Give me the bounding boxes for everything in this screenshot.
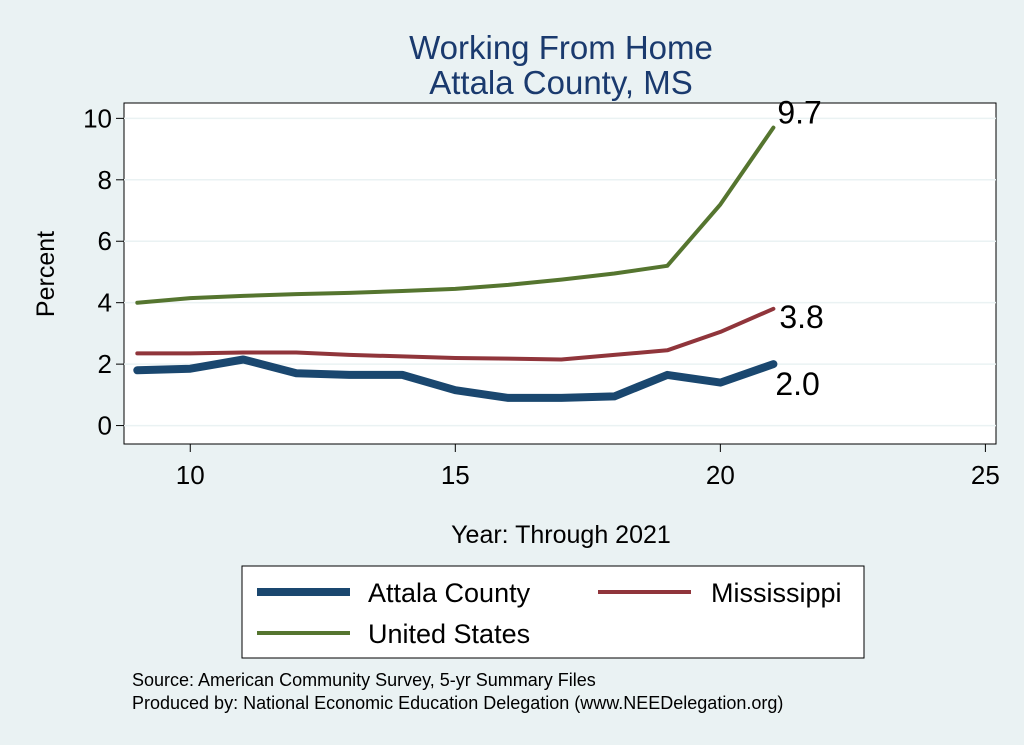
legend-label-attala: Attala County	[368, 578, 531, 608]
axes: 0 2 4 6 8 10 10 15 20 25	[83, 103, 1000, 490]
y-tick-label-10: 10	[83, 103, 112, 133]
y-axis-label: Percent	[32, 231, 60, 317]
end-labels: 2.0 3.8 9.7	[775, 95, 823, 403]
y-tick-label-8: 8	[98, 165, 112, 195]
end-label-attala-county: 2.0	[775, 366, 819, 402]
x-axis-label: Year: Through 2021	[451, 521, 671, 549]
chart-title-line-1: Working From Home	[409, 29, 713, 66]
legend: Attala County Mississippi United States	[241, 565, 865, 659]
y-tick-label-0: 0	[98, 411, 112, 441]
legend-label-mississippi: Mississippi	[711, 578, 842, 608]
x-tick-label-15: 15	[441, 460, 470, 490]
plot-area	[123, 102, 997, 445]
end-label-united-states: 9.7	[777, 95, 821, 131]
series-line-mississippi	[135, 306, 776, 362]
legend-label-united-states: United States	[368, 619, 530, 649]
x-tick-label-10: 10	[176, 460, 205, 490]
chart-title-line-2: Attala County, MS	[429, 64, 693, 101]
producer-note: Produced by: National Economic Education…	[132, 693, 783, 713]
y-tick-label-6: 6	[98, 226, 112, 256]
x-tick-label-25: 25	[971, 460, 1000, 490]
y-tick-label-4: 4	[98, 288, 112, 318]
source-note: Source: American Community Survey, 5-yr …	[132, 670, 596, 690]
series-line-united-states	[135, 125, 776, 305]
y-tick-label-2: 2	[98, 349, 112, 379]
series-line-attala-county	[133, 355, 778, 402]
legend-box	[241, 565, 865, 659]
series-group	[133, 125, 778, 402]
x-tick-label-20: 20	[706, 460, 735, 490]
end-label-mississippi: 3.8	[779, 299, 823, 335]
